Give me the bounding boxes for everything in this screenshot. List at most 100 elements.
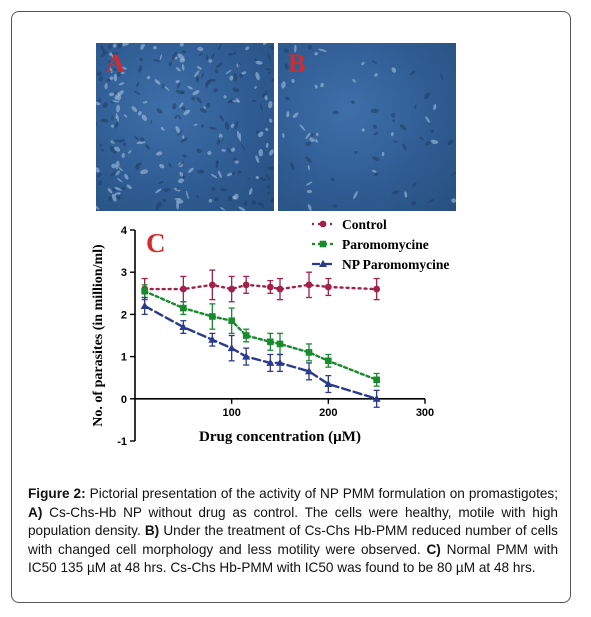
cell-mark bbox=[96, 167, 100, 173]
y-tick-label: 0 bbox=[121, 394, 127, 406]
cell-mark bbox=[112, 43, 117, 48]
cell-mark bbox=[106, 78, 111, 82]
cell-mark bbox=[100, 51, 108, 57]
cell-mark bbox=[161, 83, 165, 89]
cell-mark bbox=[208, 126, 217, 130]
cell-mark bbox=[371, 60, 377, 64]
cell-mark bbox=[201, 124, 205, 128]
legend-entry: Paromomycine bbox=[312, 237, 429, 252]
cell-mark bbox=[228, 52, 234, 56]
cell-mark bbox=[412, 182, 417, 187]
cell-mark bbox=[197, 169, 205, 174]
cell-mark bbox=[115, 170, 121, 176]
cell-mark bbox=[425, 116, 431, 123]
cell-mark bbox=[220, 188, 227, 192]
data-point bbox=[373, 285, 381, 293]
cell-mark bbox=[370, 108, 379, 113]
cell-mark bbox=[182, 135, 185, 140]
cell-mark bbox=[122, 142, 126, 147]
cell-mark bbox=[178, 161, 185, 167]
x-tick-label: 200 bbox=[319, 407, 337, 419]
cell-mark bbox=[265, 68, 272, 71]
cell-mark bbox=[179, 43, 184, 47]
cell-mark bbox=[177, 130, 183, 136]
cell-mark bbox=[196, 96, 203, 104]
cell-mark bbox=[391, 113, 396, 118]
cell-mark bbox=[179, 171, 184, 177]
cell-mark bbox=[102, 102, 108, 108]
cell-mark bbox=[305, 181, 313, 186]
cell-mark bbox=[237, 62, 241, 68]
cell-mark bbox=[410, 201, 417, 206]
cell-mark bbox=[230, 123, 235, 128]
cell-mark bbox=[241, 71, 247, 75]
cell-mark bbox=[258, 131, 264, 138]
y-tick-label: -1 bbox=[117, 436, 127, 448]
cell-mark bbox=[110, 101, 114, 104]
caption-intro: Pictorial presentation of the activity o… bbox=[85, 486, 559, 501]
cell-mark bbox=[239, 132, 242, 142]
cell-mark bbox=[194, 70, 200, 78]
micrograph-panel-b: B bbox=[278, 43, 456, 211]
cell-mark bbox=[255, 175, 259, 180]
data-point bbox=[276, 340, 284, 348]
cell-mark bbox=[266, 184, 271, 189]
cell-mark bbox=[137, 69, 141, 73]
data-point bbox=[208, 281, 216, 289]
cell-mark bbox=[118, 68, 123, 72]
data-point bbox=[276, 358, 284, 366]
cell-mark bbox=[231, 100, 241, 103]
cell-mark bbox=[108, 196, 113, 201]
data-point bbox=[140, 301, 149, 309]
cell-mark bbox=[371, 169, 377, 173]
cell-mark bbox=[124, 173, 129, 180]
cell-mark bbox=[374, 172, 379, 177]
cell-mark bbox=[447, 139, 454, 146]
cell-mark bbox=[361, 128, 365, 132]
cell-mark bbox=[221, 148, 226, 152]
data-point bbox=[228, 285, 236, 293]
cell-mark bbox=[183, 109, 191, 116]
panel-c-label: C bbox=[146, 228, 166, 258]
cell-mark bbox=[121, 152, 125, 159]
cell-mark bbox=[122, 66, 127, 70]
cell-mark bbox=[291, 78, 295, 83]
cell-mark bbox=[257, 202, 262, 206]
cell-mark bbox=[206, 54, 209, 61]
data-point bbox=[141, 287, 148, 295]
cell-mark bbox=[181, 63, 185, 71]
cell-mark bbox=[307, 44, 313, 50]
data-point bbox=[324, 283, 332, 291]
cell-mark bbox=[114, 91, 118, 96]
cell-mark bbox=[268, 101, 273, 109]
cell-mark bbox=[393, 140, 398, 143]
series-line bbox=[143, 283, 378, 291]
cell-mark bbox=[219, 114, 224, 122]
cell-mark bbox=[139, 57, 143, 62]
cell-mark bbox=[140, 169, 149, 175]
y-tick-label: 1 bbox=[121, 352, 127, 364]
cell-mark bbox=[211, 187, 216, 192]
series-np-paromomycine bbox=[140, 296, 381, 408]
cell-mark bbox=[205, 102, 211, 108]
data-point bbox=[209, 313, 216, 320]
cell-texture-a bbox=[96, 43, 274, 211]
caption-b-tag: B) bbox=[144, 523, 160, 539]
cell-mark bbox=[174, 114, 179, 119]
data-point bbox=[242, 352, 251, 360]
cell-mark bbox=[168, 162, 172, 168]
caption-a-text: Cs-Chs-Hb NP without drug as control. Th… bbox=[28, 504, 558, 539]
cell-mark bbox=[332, 110, 339, 115]
cell-mark bbox=[230, 147, 236, 152]
cell-mark bbox=[266, 191, 270, 196]
cell-mark bbox=[196, 65, 202, 70]
cell-mark bbox=[188, 167, 194, 173]
cell-mark bbox=[331, 177, 335, 182]
cell-mark bbox=[138, 65, 143, 71]
cell-mark bbox=[116, 178, 123, 183]
cell-mark bbox=[198, 53, 203, 56]
data-point bbox=[319, 240, 327, 248]
cell-mark bbox=[110, 51, 114, 60]
cell-mark bbox=[269, 118, 273, 123]
cell-mark bbox=[158, 181, 165, 184]
